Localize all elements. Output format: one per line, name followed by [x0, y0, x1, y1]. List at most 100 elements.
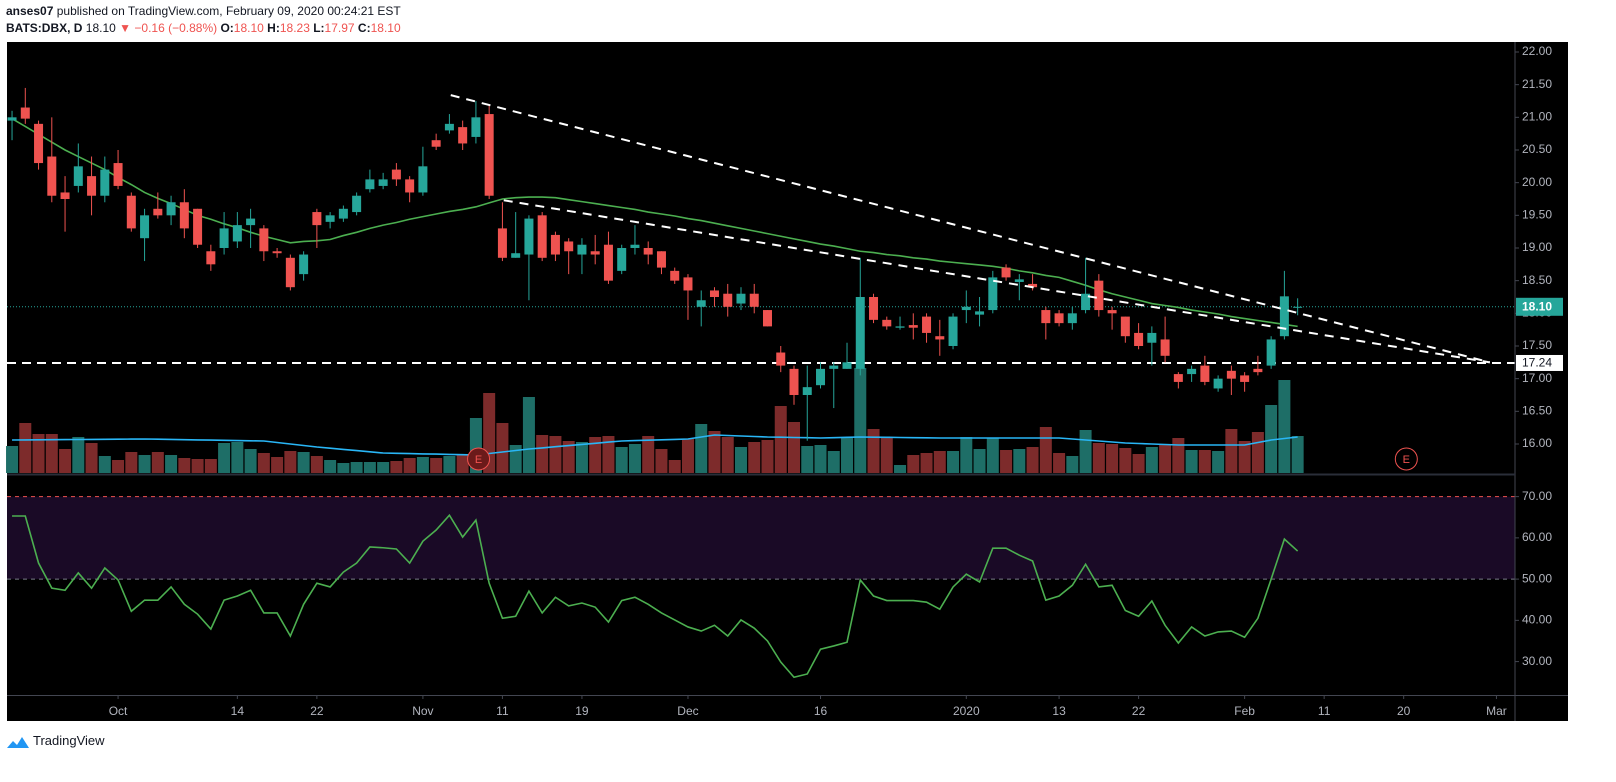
- volume-bar: [509, 445, 522, 473]
- y-tick-label: 50.00: [1522, 571, 1552, 585]
- volume-bar: [416, 457, 429, 473]
- candle-body: [935, 336, 945, 340]
- chart-background: [7, 42, 1568, 721]
- candle-body: [391, 169, 401, 180]
- candle-body: [179, 202, 189, 229]
- publish-line: anses07 published on TradingView.com, Fe…: [6, 4, 401, 18]
- volume-bar: [1079, 430, 1092, 473]
- volume-bar: [191, 459, 204, 473]
- candle-body: [736, 293, 746, 304]
- volume-bar: [271, 457, 284, 473]
- ohlc-label: L:: [313, 21, 325, 35]
- author: anses07: [6, 4, 54, 18]
- volume-bar: [920, 453, 933, 473]
- volume-bar: [1238, 441, 1251, 473]
- volume-bar: [986, 438, 999, 473]
- candle-body: [405, 179, 415, 193]
- candle-body: [882, 319, 892, 327]
- candle-body: [497, 228, 507, 258]
- y-tick-label: 60.00: [1522, 530, 1552, 544]
- volume-bar: [85, 443, 98, 473]
- y-tick-label: 22.00: [1522, 44, 1552, 58]
- candle-body: [643, 247, 653, 255]
- candle-body: [1094, 280, 1104, 311]
- volume-bar: [522, 397, 535, 473]
- candle-body: [776, 352, 786, 366]
- volume-bar: [430, 458, 443, 473]
- candle-body: [577, 244, 587, 255]
- symbol-line: BATS:DBX, D 18.10 ▼ −0.16 (−0.88%) O:18.…: [6, 21, 401, 35]
- x-tick-label: Oct: [109, 704, 128, 718]
- x-tick-label: 14: [231, 704, 245, 718]
- y-tick-label: 19.00: [1522, 240, 1552, 254]
- candle-body: [975, 311, 985, 315]
- candle-body: [1028, 283, 1038, 288]
- volume-bar: [151, 452, 164, 473]
- candle-body: [630, 244, 640, 248]
- candle-body: [829, 365, 839, 369]
- candle-body: [484, 114, 494, 196]
- candle-body: [1107, 310, 1117, 314]
- volume-bar: [668, 460, 681, 473]
- volume-bar: [801, 446, 814, 473]
- volume-bar: [589, 437, 602, 473]
- candle-body: [100, 169, 110, 196]
- y-tick-label: 18.50: [1522, 273, 1552, 287]
- candle-body: [656, 251, 666, 268]
- candle-body: [1173, 374, 1183, 382]
- volume-bar: [390, 461, 403, 473]
- x-tick-label: 13: [1052, 704, 1066, 718]
- volume-bar: [1132, 454, 1145, 473]
- candle-body: [418, 166, 428, 193]
- volume-bar: [1013, 449, 1026, 473]
- candle-body: [166, 202, 176, 216]
- volume-bar: [748, 442, 761, 473]
- x-tick-label: 22: [310, 704, 324, 718]
- volume-bar: [827, 451, 840, 473]
- x-tick-label: 16: [814, 704, 828, 718]
- volume-bar: [165, 455, 178, 473]
- volume-bar: [734, 447, 747, 473]
- candle-body: [1240, 375, 1250, 382]
- volume-bar: [562, 441, 575, 473]
- ohlc-label: C:: [357, 21, 371, 35]
- candle-body: [206, 251, 216, 265]
- candle-body: [1266, 339, 1276, 366]
- ohlc-value: 18.10: [370, 21, 401, 35]
- candle-body: [471, 117, 481, 137]
- volume-bar: [973, 449, 986, 473]
- last-price-badge: [1516, 297, 1563, 316]
- volume-bar: [1053, 453, 1066, 473]
- volume-bar: [708, 431, 721, 473]
- earnings-marker: [1394, 447, 1418, 471]
- candle-body: [802, 387, 812, 395]
- footer-brand: TradingView: [33, 733, 105, 748]
- candle-body: [1187, 368, 1197, 375]
- volume-bar: [1172, 438, 1185, 473]
- level-badge: [1516, 354, 1563, 371]
- volume-bar: [324, 460, 337, 473]
- candle-body: [87, 176, 97, 196]
- candle-body: [1134, 332, 1144, 346]
- price: 18.10: [85, 21, 116, 35]
- volume-bar: [350, 462, 363, 473]
- volume-bar: [880, 437, 893, 473]
- candle-body: [285, 257, 295, 288]
- y-tick-label: 20.00: [1522, 175, 1552, 189]
- candle-body: [1001, 267, 1011, 278]
- y-tick-label: 21.50: [1522, 77, 1552, 91]
- volume-bar: [695, 424, 708, 473]
- volume-bar: [867, 429, 880, 473]
- candle-body: [1041, 310, 1051, 324]
- candle-body: [603, 244, 613, 281]
- volume-bar: [761, 440, 774, 473]
- candle-body: [1067, 313, 1077, 324]
- rsi-line: [12, 513, 1299, 679]
- candle-body: [444, 123, 454, 131]
- rsi-band: [7, 496, 1515, 580]
- candle-body: [365, 179, 375, 190]
- y-tick-label: 19.50: [1522, 207, 1552, 221]
- moving-average-line: [11, 117, 1298, 328]
- volume-bar: [284, 451, 297, 473]
